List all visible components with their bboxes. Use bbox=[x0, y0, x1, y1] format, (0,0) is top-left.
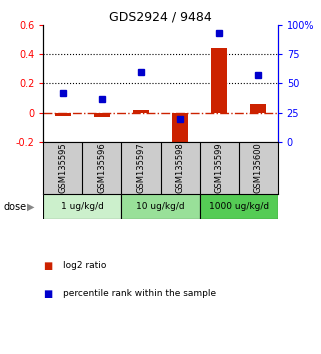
Title: GDS2924 / 9484: GDS2924 / 9484 bbox=[109, 11, 212, 24]
Text: 10 ug/kg/d: 10 ug/kg/d bbox=[136, 202, 185, 211]
Text: GSM135595: GSM135595 bbox=[58, 143, 67, 193]
Text: ■: ■ bbox=[43, 289, 53, 299]
Bar bbox=[200, 194, 278, 219]
Bar bbox=[43, 194, 121, 219]
Bar bbox=[121, 194, 200, 219]
Bar bbox=[211, 48, 227, 113]
Bar bbox=[250, 104, 266, 113]
Text: ■: ■ bbox=[43, 261, 53, 270]
Text: GSM135599: GSM135599 bbox=[214, 143, 224, 193]
Text: dose: dose bbox=[3, 201, 26, 212]
Text: GSM135598: GSM135598 bbox=[176, 143, 185, 193]
Bar bbox=[94, 113, 110, 117]
Text: 1000 ug/kg/d: 1000 ug/kg/d bbox=[209, 202, 269, 211]
Text: GSM135596: GSM135596 bbox=[97, 143, 107, 193]
Text: GSM135597: GSM135597 bbox=[136, 143, 145, 193]
Text: log2 ratio: log2 ratio bbox=[63, 261, 106, 270]
Text: GSM135600: GSM135600 bbox=[254, 143, 263, 193]
Text: percentile rank within the sample: percentile rank within the sample bbox=[63, 289, 216, 298]
Bar bbox=[133, 110, 149, 113]
Bar bbox=[172, 113, 188, 145]
Text: 1 ug/kg/d: 1 ug/kg/d bbox=[61, 202, 104, 211]
Text: ▶: ▶ bbox=[27, 201, 35, 212]
Bar bbox=[55, 113, 71, 116]
